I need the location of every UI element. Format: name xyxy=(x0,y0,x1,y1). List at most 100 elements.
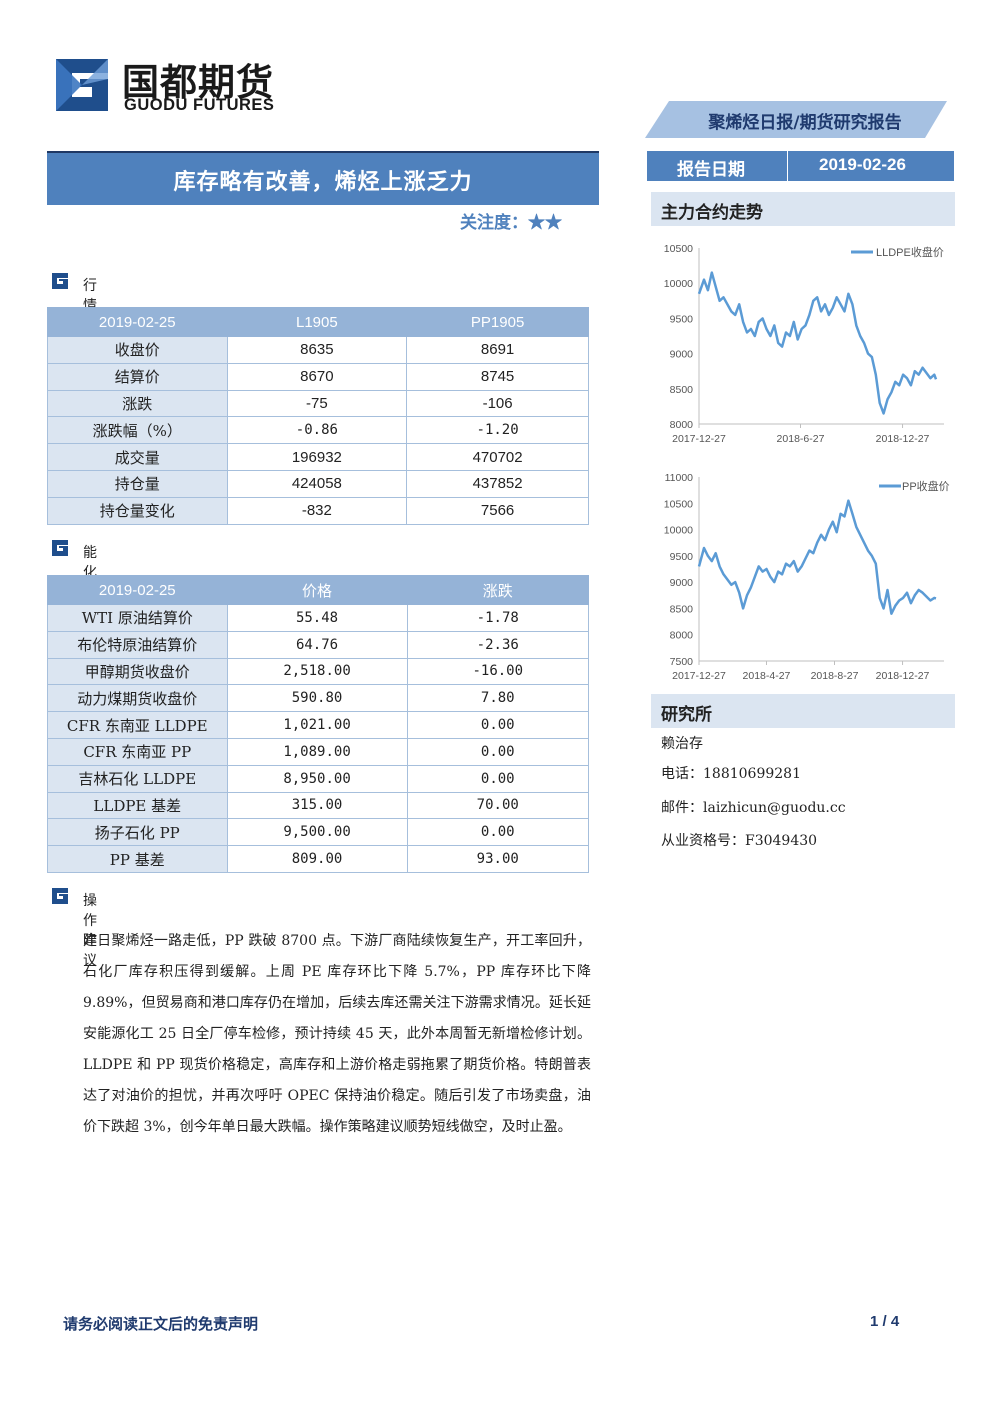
row-label: WTI 原油结算价 xyxy=(47,604,228,632)
row-label: 收盘价 xyxy=(47,336,228,364)
pp-chart: 11000 10500 10000 9500 9000 8500 8000 7500 2017… xyxy=(664,472,950,682)
table-row: CFR 东南亚 LLDPE 1,021.00 0.00 xyxy=(47,711,590,739)
cell-value: 0.00 xyxy=(406,764,590,793)
cell-value: 8,950.00 xyxy=(226,764,408,793)
y-tick-label: 10000 xyxy=(664,278,693,290)
lldpe-chart: 10500 10000 9500 9000 8500 8000 2017-12-27 201… xyxy=(664,243,944,445)
title-bar: 库存略有改善，烯烃上涨乏力 xyxy=(47,151,599,205)
column-header: L1905 xyxy=(226,307,408,337)
cell-value: 8670 xyxy=(226,362,408,391)
cell-value: 55.48 xyxy=(226,604,408,632)
cell-value: 590.80 xyxy=(226,684,408,713)
table-row: 吉林石化 LLDPE 8,950.00 0.00 xyxy=(47,764,590,793)
column-header: 涨跌 xyxy=(406,575,590,605)
cell-value: 70.00 xyxy=(406,791,590,820)
cell-value: 8745 xyxy=(406,362,589,391)
row-label: 涨跌幅（%） xyxy=(47,416,228,445)
row-label: 成交量 xyxy=(47,443,228,471)
table-row: 涨跌幅（%） -0.86 -1.20 xyxy=(47,416,589,445)
table-row: LLDPE 基差 315.00 70.00 xyxy=(47,791,590,820)
analyst-email: 邮件：laizhicun@guodu.cc xyxy=(661,800,846,816)
x-tick-label: 2017-12-27 xyxy=(672,670,726,682)
page-number: 1 / 4 xyxy=(870,1313,900,1330)
table-row: 持仓量变化 -832 7566 xyxy=(47,496,589,525)
table-header-row: 2019-02-25 价格 涨跌 xyxy=(47,575,590,605)
trend-heading: 主力合约走势 xyxy=(651,192,955,226)
column-header: 2019-02-25 xyxy=(47,575,228,605)
y-tick-label: 8500 xyxy=(670,384,694,396)
report-date-label: 报告日期 xyxy=(677,160,745,180)
cell-value: 1,021.00 xyxy=(226,711,408,739)
x-tick-label: 2018-8-27 xyxy=(811,670,859,682)
column-header: 2019-02-25 xyxy=(47,307,228,337)
cell-value: 8635 xyxy=(226,336,408,364)
trend-heading-text: 主力合约走势 xyxy=(661,203,763,223)
section-bullet-icon xyxy=(52,273,68,289)
market-review-table: 2019-02-25 L1905 PP1905 收盘价 8635 8691 结算价 8670… xyxy=(47,307,589,525)
lldpe-chart-y-ticks: 10500 10000 9500 9000 8500 8000 xyxy=(664,243,693,431)
cell-value: 437852 xyxy=(406,469,589,498)
row-label: 甲醇期货收盘价 xyxy=(47,657,228,686)
cell-value: 196932 xyxy=(226,443,408,471)
cell-value: 9,500.00 xyxy=(226,818,408,847)
y-tick-label: 11000 xyxy=(665,472,694,484)
pp-chart-y-ticks: 11000 10500 10000 9500 9000 8500 8000 7500 xyxy=(664,472,693,668)
row-label: 扬子石化 PP xyxy=(47,818,228,847)
cell-value: 93.00 xyxy=(406,845,590,873)
table-row: 布伦特原油结算价 64.76 -2.36 xyxy=(47,630,590,659)
disclaimer-link[interactable]: 请务必阅读正文后的免责声明 xyxy=(63,1315,259,1333)
y-tick-label: 10000 xyxy=(664,525,693,537)
cell-value: -1.78 xyxy=(406,604,590,632)
y-tick-label: 9000 xyxy=(670,349,694,361)
row-label: 结算价 xyxy=(47,362,228,391)
cell-value: 0.00 xyxy=(406,818,590,847)
cell-value: 0.00 xyxy=(406,737,590,766)
row-label: 涨跌 xyxy=(47,389,228,418)
row-label: LLDPE 基差 xyxy=(47,791,228,820)
table-header-row: 2019-02-25 L1905 PP1905 xyxy=(47,307,589,337)
advice-paragraph: 昨日聚烯烃一路走低，PP 跌破 8700 点。下游厂商陆续恢复生产，开工率回升，… xyxy=(83,933,591,1135)
cell-value: -75 xyxy=(226,389,408,418)
row-label: CFR 东南亚 LLDPE xyxy=(47,711,228,739)
y-tick-label: 9000 xyxy=(670,577,694,589)
row-label: CFR 东南亚 PP xyxy=(47,737,228,766)
report-date-divider xyxy=(787,151,788,181)
cell-value: 809.00 xyxy=(226,845,408,873)
x-tick-label: 2017-12-27 xyxy=(672,433,726,445)
table-row: 动力煤期货收盘价 590.80 7.80 xyxy=(47,684,590,713)
section-heading-text: 操作建议 xyxy=(83,893,97,969)
attention-stars: ★★ xyxy=(528,213,562,233)
cell-value: -832 xyxy=(226,496,408,525)
cell-value: 315.00 xyxy=(226,791,408,820)
analyst-name: 赖治存 xyxy=(661,736,703,752)
cell-value: -16.00 xyxy=(406,657,590,686)
table-row: 涨跌 -75 -106 xyxy=(47,389,589,418)
logo-text-en: GUODU FUTURES xyxy=(124,96,275,114)
attention-label: 关注度： xyxy=(460,213,528,233)
report-type-banner xyxy=(645,101,947,138)
cell-value: -0.86 xyxy=(226,416,408,445)
y-tick-label: 9500 xyxy=(670,313,694,325)
section-bullet-icon xyxy=(52,888,68,904)
logo-text-cn: 国都期货 xyxy=(122,61,274,104)
table-row: CFR 东南亚 PP 1,089.00 0.00 xyxy=(47,737,590,766)
lldpe-chart-x-ticks: 2017-12-27 2018-6-27 2018-12-27 xyxy=(672,424,930,445)
chem-market-table: 2019-02-25 价格 涨跌 WTI 原油结算价 55.48 -1.78 布伦特原油结… xyxy=(47,575,590,873)
row-label: 动力煤期货收盘价 xyxy=(47,684,228,713)
cell-value: 7.80 xyxy=(406,684,590,713)
table-row: 甲醇期货收盘价 2,518.00 -16.00 xyxy=(47,657,590,686)
pp-chart-x-ticks: 2017-12-27 2018-4-27 2018-8-27 2018-12-27 xyxy=(672,661,930,682)
y-tick-label: 9500 xyxy=(670,551,694,563)
cell-value: 7566 xyxy=(406,496,589,525)
cell-value: 424058 xyxy=(226,469,408,498)
y-tick-label: 10500 xyxy=(664,498,693,510)
y-tick-label: 7500 xyxy=(670,656,694,668)
y-tick-label: 10500 xyxy=(664,243,693,255)
research-heading-text: 研究所 xyxy=(661,705,712,725)
row-label: 持仓量 xyxy=(47,469,228,498)
y-tick-label: 8000 xyxy=(670,419,694,431)
table-row: 成交量 196932 470702 xyxy=(47,443,589,471)
cell-value: 64.76 xyxy=(226,630,408,659)
row-label: 持仓量变化 xyxy=(47,496,228,525)
x-tick-label: 2018-6-27 xyxy=(777,433,825,445)
